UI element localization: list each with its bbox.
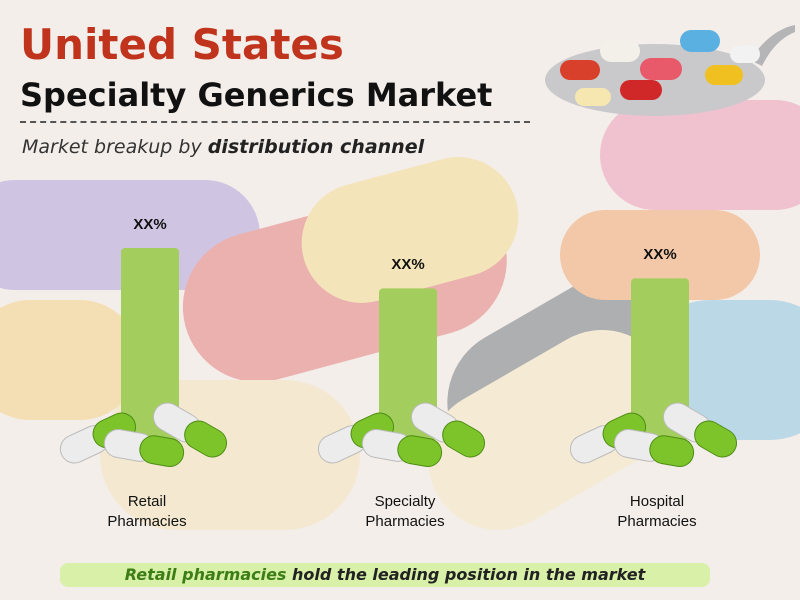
bar <box>379 288 437 440</box>
capsule <box>103 428 185 468</box>
capsule <box>361 428 443 468</box>
capsule-green <box>442 420 486 458</box>
capsule-green <box>139 435 185 468</box>
bar <box>121 248 179 440</box>
footer: Retail pharmacies hold the leading posit… <box>60 563 710 587</box>
capsule-green <box>694 420 738 458</box>
category-label: Retail Pharmacies <box>107 493 187 530</box>
capsule <box>613 428 695 468</box>
capsule <box>662 402 738 458</box>
divider <box>20 121 530 123</box>
capsule-green <box>649 435 695 468</box>
spoon <box>545 25 795 116</box>
value-label: XX% <box>643 246 677 264</box>
value-label: XX% <box>391 256 425 274</box>
bars <box>121 248 689 440</box>
capsule-green <box>397 435 443 468</box>
subtitle: Specialty Generics Market <box>20 76 493 114</box>
category-label: Specialty Pharmacies <box>365 493 445 530</box>
bar <box>631 278 689 440</box>
caption-emphasis: distribution channel <box>207 136 425 158</box>
caption-text: Market breakup by <box>22 136 208 158</box>
capsule <box>152 402 228 458</box>
capsule <box>410 402 486 458</box>
footer-emphasis: Retail pharmacies <box>124 565 287 584</box>
category-label: Hospital Pharmacies <box>617 493 697 530</box>
green-pills <box>59 402 738 468</box>
footer-text: hold the leading position in the market <box>286 565 646 584</box>
capsule-green <box>184 420 228 458</box>
title: United States <box>20 20 344 69</box>
value-label: XX% <box>133 216 167 233</box>
caption: Market breakup by distribution channel <box>22 136 424 158</box>
